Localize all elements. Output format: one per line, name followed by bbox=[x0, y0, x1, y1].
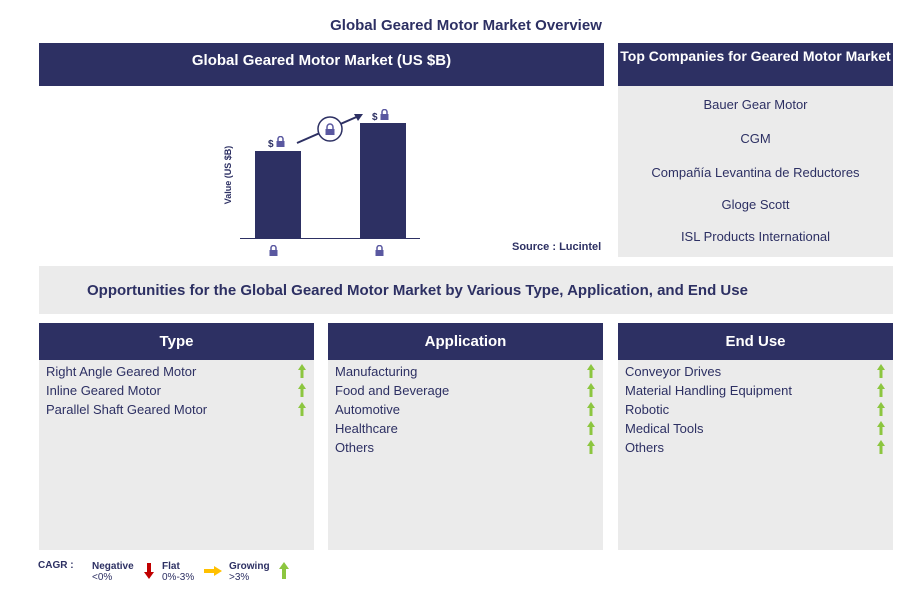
segment-column-type: Type Right Angle Geared Motor Inline Geare… bbox=[39, 323, 314, 550]
segment-item-label: Food and Beverage bbox=[335, 383, 450, 398]
page-title: Global Geared Motor Market Overview bbox=[330, 17, 602, 34]
segment-item-label: Medical Tools bbox=[625, 421, 704, 436]
segment-item: Inline Geared Motor bbox=[39, 381, 314, 400]
up-arrow-icon bbox=[587, 364, 595, 378]
up-arrow-icon bbox=[877, 383, 885, 397]
up-arrow-icon bbox=[298, 402, 306, 416]
company-item: CGM bbox=[740, 131, 771, 146]
legend-growing-range: >3% bbox=[229, 572, 250, 583]
segment-item-label: Manufacturing bbox=[335, 364, 418, 379]
segment-header: Type bbox=[39, 323, 314, 360]
company-item: Gloge Scott bbox=[721, 197, 790, 212]
up-arrow-icon bbox=[587, 402, 595, 416]
legend-negative-range: <0% bbox=[92, 572, 113, 583]
segment-item: Food and Beverage bbox=[328, 381, 603, 400]
market-chart-header: Global Geared Motor Market (US $B) bbox=[39, 43, 604, 86]
lock-icon bbox=[375, 245, 384, 256]
segment-item-label: Automotive bbox=[335, 402, 401, 417]
segment-item-label: Material Handling Equipment bbox=[625, 383, 792, 398]
bar-1 bbox=[255, 151, 301, 239]
company-item: ISL Products International bbox=[680, 229, 831, 244]
segment-item-label: Healthcare bbox=[335, 421, 398, 436]
up-arrow-icon bbox=[587, 440, 595, 454]
legend-flat-range: 0%-3% bbox=[162, 572, 195, 583]
up-arrow-icon bbox=[587, 383, 595, 397]
bar-2 bbox=[360, 123, 406, 239]
segment-item-label: Others bbox=[625, 440, 665, 455]
top-companies-list: Bauer Gear Motor CGM Compañía Levantina … bbox=[618, 86, 893, 257]
legend-growing: Growing bbox=[229, 561, 270, 572]
segment-item: Parallel Shaft Geared Motor bbox=[39, 400, 314, 419]
segment-item: Automotive bbox=[328, 400, 603, 419]
segment-item-label: Robotic bbox=[625, 402, 670, 417]
cagr-label: CAGR : bbox=[38, 560, 74, 571]
y-axis-label: Value (US $B) bbox=[223, 145, 233, 205]
up-arrow-icon bbox=[298, 383, 306, 397]
segment-item: Conveyor Drives bbox=[618, 362, 893, 381]
segment-item: Others bbox=[328, 438, 603, 457]
up-arrow-icon bbox=[877, 402, 885, 416]
segment-item: Manufacturing bbox=[328, 362, 603, 381]
bar-1-prefix: $ bbox=[268, 139, 274, 150]
legend-negative: Negative bbox=[92, 561, 134, 572]
up-arrow-icon bbox=[877, 421, 885, 435]
right-arrow-icon bbox=[204, 566, 222, 576]
lock-icon bbox=[380, 109, 389, 120]
down-arrow-icon bbox=[144, 563, 154, 579]
segment-item: Right Angle Geared Motor bbox=[39, 362, 314, 381]
opportunities-banner: Opportunities for the Global Geared Moto… bbox=[39, 266, 893, 314]
segment-item: Robotic bbox=[618, 400, 893, 419]
segment-item-label: Others bbox=[335, 440, 375, 455]
lock-icon bbox=[269, 245, 278, 256]
segment-item-label: Inline Geared Motor bbox=[46, 383, 161, 398]
source-label: Source : Lucintel bbox=[512, 241, 602, 253]
company-item: Bauer Gear Motor bbox=[703, 97, 808, 112]
company-item: Compañía Levantina de Reductores bbox=[651, 165, 860, 180]
segment-item-label: Parallel Shaft Geared Motor bbox=[46, 402, 208, 417]
growth-arrow-icon bbox=[296, 114, 363, 144]
segment-item: Healthcare bbox=[328, 419, 603, 438]
up-arrow-icon bbox=[298, 364, 306, 378]
segment-item: Others bbox=[618, 438, 893, 457]
segment-header: Application bbox=[328, 323, 603, 360]
segment-header: End Use bbox=[618, 323, 893, 360]
top-companies-header: Top Companies for Geared Motor Market bbox=[618, 43, 893, 86]
segment-item: Material Handling Equipment bbox=[618, 381, 893, 400]
market-chart: Value (US $B) $ $ Source : Lucintel bbox=[220, 100, 610, 260]
segment-column-end-use: End Use Conveyor Drives Material Handling … bbox=[618, 323, 893, 550]
legend-flat: Flat bbox=[162, 561, 180, 572]
bar-2-prefix: $ bbox=[372, 112, 378, 123]
x-axis bbox=[240, 238, 420, 239]
up-arrow-icon bbox=[877, 364, 885, 378]
up-arrow-icon bbox=[279, 562, 289, 579]
segment-item-label: Conveyor Drives bbox=[625, 364, 722, 379]
up-arrow-icon bbox=[587, 421, 595, 435]
lock-icon bbox=[276, 136, 285, 147]
segment-item-label: Right Angle Geared Motor bbox=[46, 364, 197, 379]
segment-column-application: Application Manufacturing Food and Beverag… bbox=[328, 323, 603, 550]
up-arrow-icon bbox=[877, 440, 885, 454]
segment-item: Medical Tools bbox=[618, 419, 893, 438]
